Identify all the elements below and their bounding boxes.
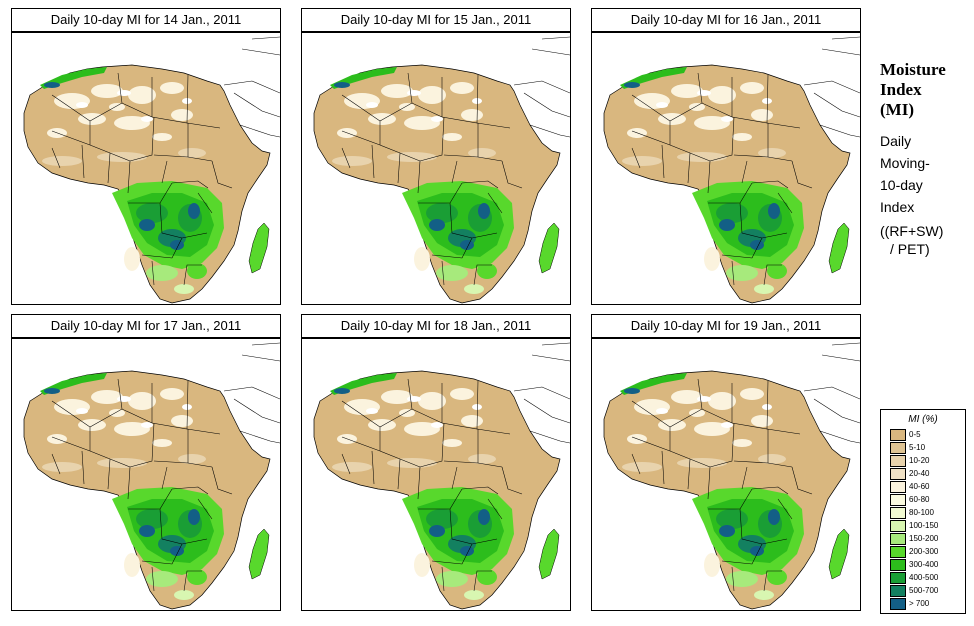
legend-label: 500-700 [909,586,939,595]
legend-class: 150-200 [890,533,962,545]
legend-swatch [890,572,906,584]
africa-map [591,32,861,305]
africa-map [11,338,281,611]
legend-label: 20-40 [909,469,930,478]
legend-swatch [890,507,906,519]
legend-label: 200-300 [909,547,939,556]
legend-class: 10-20 [890,455,962,467]
legend-swatch [890,520,906,532]
legend-class: 40-60 [890,481,962,493]
africa-map [301,338,571,611]
legend-label: 300-400 [909,560,939,569]
legend-swatch [890,468,906,480]
africa-map [11,32,281,305]
map-panel: Daily 10-day MI for 17 Jan., 2011 [11,314,281,611]
legend-class: 500-700 [890,585,962,597]
panel-title: Daily 10-day MI for 15 Jan., 2011 [301,8,571,32]
legend-label: 5-10 [909,443,926,452]
legend-label: 40-60 [909,482,930,491]
legend-swatch [890,455,906,467]
legend-class: 400-500 [890,572,962,584]
legend-class: 80-100 [890,507,962,519]
legend-label: 150-200 [909,534,939,543]
map-panel: Daily 10-day MI for 14 Jan., 2011 [11,8,281,305]
legend-label: 100-150 [909,521,939,530]
legend-swatch [890,442,906,454]
legend-swatch [890,494,906,506]
legend-class: 200-300 [890,546,962,558]
legend-swatch [890,585,906,597]
legend-label: 60-80 [909,495,930,504]
legend-title: Moisture Index (MI) [880,60,946,119]
legend-class: 0-5 [890,429,962,441]
legend-class: 300-400 [890,559,962,571]
legend-class: 20-40 [890,468,962,480]
legend-label: 0-5 [909,430,921,439]
legend-class: > 700 [890,598,962,610]
legend-swatch [890,481,906,493]
panel-title: Daily 10-day MI for 14 Jan., 2011 [11,8,281,32]
legend-formula: ((RF+SW) / PET) [880,223,944,257]
africa-map-drawing [313,36,570,304]
legend-label: 10-20 [909,456,930,465]
panel-title: Daily 10-day MI for 16 Jan., 2011 [591,8,861,32]
legend-label: 80-100 [909,508,934,517]
map-panel: Daily 10-day MI for 16 Jan., 2011 [591,8,861,305]
legend-swatch [890,533,906,545]
legend-swatch [890,559,906,571]
africa-map-drawing [603,342,860,610]
legend-description: Daily Moving- 10-day Index [880,133,930,215]
legend-label: 400-500 [909,573,939,582]
color-scale-legend: MI (%) 0-5 5-10 10-20 20-40 40-60 60-80 80-100… [880,409,966,614]
legend-swatch [890,546,906,558]
africa-map [301,32,571,305]
africa-map-drawing [313,342,570,610]
legend-class: 5-10 [890,442,962,454]
panel-title: Daily 10-day MI for 18 Jan., 2011 [301,314,571,338]
map-panel: Daily 10-day MI for 15 Jan., 2011 [301,8,571,305]
scale-title: MI (%) [908,414,938,425]
panel-title: Daily 10-day MI for 19 Jan., 2011 [591,314,861,338]
africa-map-drawing [603,36,860,304]
legend-class: 100-150 [890,520,962,532]
legend-label: > 700 [909,599,930,608]
map-panel: Daily 10-day MI for 18 Jan., 2011 [301,314,571,611]
legend-class: 60-80 [890,494,962,506]
map-panel: Daily 10-day MI for 19 Jan., 2011 [591,314,861,611]
legend-swatch [890,429,906,441]
legend-swatch [890,598,906,610]
africa-map-drawing [23,342,280,610]
africa-map-drawing [23,36,280,304]
africa-map [591,338,861,611]
panel-title: Daily 10-day MI for 17 Jan., 2011 [11,314,281,338]
